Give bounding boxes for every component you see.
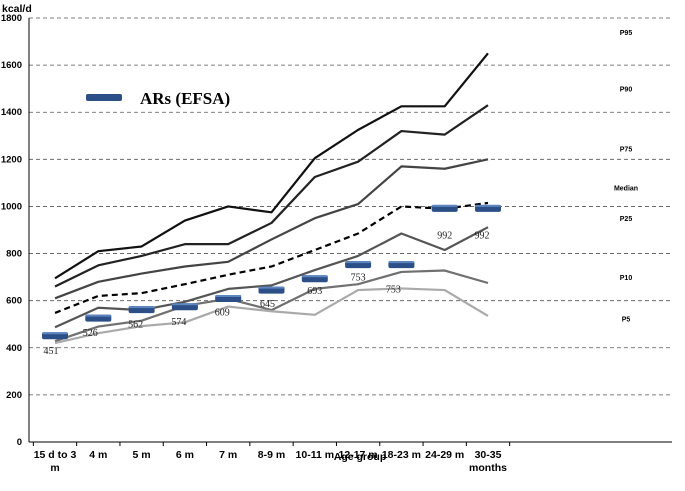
legend-ar-swatch (86, 94, 122, 101)
series-line-p10 (54, 269, 489, 343)
ar-marker-highlight (345, 261, 372, 264)
grid-lines (29, 17, 672, 396)
ar-value-label: 992 (437, 230, 452, 241)
series-label: P90 (620, 87, 633, 94)
series-line-p25 (54, 226, 489, 329)
ar-marker-highlight (85, 314, 112, 317)
percentile-labels: P95 P90 P75 Median P25 P10 P5 (614, 30, 638, 323)
legend-ar-label: ARs (EFSA) (140, 89, 230, 108)
x-tick-labels: 15 d to 3m 4 m 5 m 6 m 7 m 8-9 m 10-11 m 12-17 … (34, 449, 507, 474)
x-tick-label: months (469, 462, 507, 474)
ar-marker-highlight (388, 261, 415, 264)
ar-value-label: 451 (44, 346, 59, 357)
series-label: P75 (620, 147, 633, 154)
series-line-median (54, 201, 489, 314)
y-tick-label: 1600 (1, 60, 22, 71)
ar-marker-highlight (42, 332, 68, 335)
series-label: P5 (622, 316, 631, 323)
y-tick-label: 1000 (1, 201, 22, 212)
percentile-lines (54, 52, 489, 345)
ar-marker-highlight (128, 306, 155, 309)
series-label: P10 (620, 275, 633, 282)
axes (28, 18, 672, 446)
ar-value-label: 574 (171, 317, 186, 328)
series-line-p90 (54, 104, 489, 288)
x-tick-label: 4 m (89, 449, 107, 461)
y-tick-label: 1800 (1, 13, 22, 24)
y-tick-label: 200 (6, 390, 22, 401)
ar-value-label: 753 (351, 273, 366, 284)
ar-value-label: 992 (475, 230, 490, 241)
y-tick-label: 600 (6, 296, 22, 307)
x-tick-label: 12-17 m (339, 449, 378, 461)
series-line-p5 (54, 287, 489, 345)
ar-marker-highlight (301, 275, 328, 278)
x-tick-label: m (50, 462, 59, 474)
series-line-p75 (54, 158, 489, 300)
x-tick-label: 10-11 m (296, 449, 335, 461)
x-tick-label: 6 m (176, 449, 194, 461)
x-axis-label: Age group (334, 451, 387, 463)
x-tick-label: 8-9 m (258, 449, 285, 461)
ar-value-label: 645 (260, 299, 275, 310)
y-tick-label: 400 (6, 343, 22, 354)
ar-marker-highlight (215, 295, 242, 298)
ar-value-label: 609 (215, 308, 230, 319)
x-tick-label: 18-23 m (382, 449, 421, 461)
ar-marker-highlight (475, 204, 501, 207)
y-tick-label: 1200 (1, 154, 22, 165)
x-tick-label: 24-29 m (425, 449, 464, 461)
ar-marker-highlight (258, 286, 285, 289)
ar-marker-highlight (171, 303, 198, 306)
series-label: P25 (620, 216, 633, 223)
ar-marker-highlight (431, 204, 458, 207)
series-line-p95 (54, 52, 489, 280)
ar-value-label: 562 (128, 320, 143, 331)
y-axis-label: kcal/d (2, 3, 32, 15)
series-label: Median (614, 186, 638, 193)
x-tick-label: 15 d to 3 (34, 449, 77, 461)
ar-markers: 451 526 562 574 609 645 693 753 753 992 992 (42, 204, 501, 357)
y-tick-label: 0 (17, 437, 22, 448)
x-tick-label: 30-35 (475, 449, 502, 461)
ar-value-label: 753 (386, 285, 401, 296)
y-tick-label: 800 (6, 249, 22, 260)
x-tick-label: 5 m (133, 449, 151, 461)
series-label: P95 (620, 30, 633, 37)
x-tick-label: 7 m (219, 449, 237, 461)
ar-value-label: 693 (307, 286, 322, 297)
legend: ARs (EFSA) (86, 89, 230, 108)
ar-value-label: 526 (83, 328, 98, 339)
y-tick-label: 1400 (1, 107, 22, 118)
y-tick-labels: 0 200 400 600 800 1000 1200 1400 1600 1800 (1, 13, 22, 448)
